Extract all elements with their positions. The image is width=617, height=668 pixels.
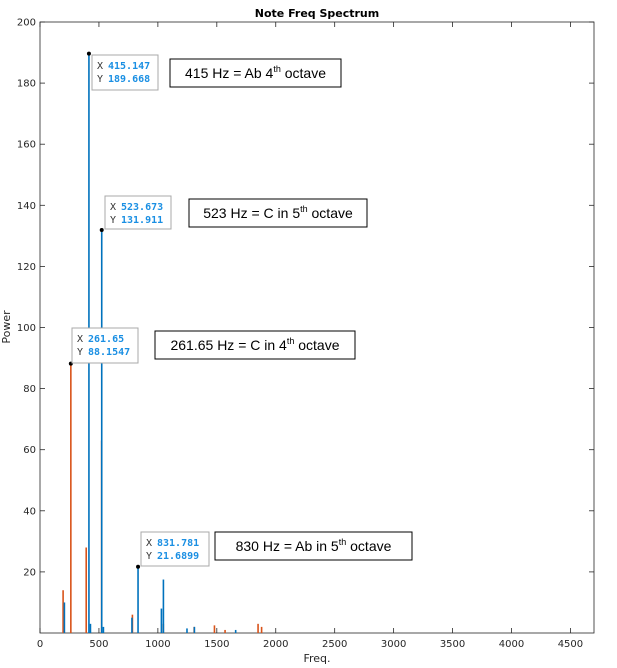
- annotation-main: 261.65 Hz = C in 4: [170, 337, 287, 353]
- annotation-suffix: octave: [281, 65, 326, 81]
- datatip-y-value: 21.6899: [157, 551, 199, 562]
- annotation-box: [154, 330, 356, 360]
- x-tick-label: 4000: [499, 639, 524, 650]
- annotation-main: 523 Hz = C in 5: [203, 205, 300, 221]
- datatip-marker: [99, 228, 104, 233]
- datatip-y-value: 189.668: [108, 74, 150, 85]
- annotation-superscript: th: [339, 537, 347, 547]
- annotation-suffix: octave: [346, 538, 391, 554]
- x-tick-label: 2000: [263, 639, 288, 650]
- x-tick-label: 3500: [440, 639, 465, 650]
- y-tick-label: 180: [17, 79, 36, 90]
- x-tick-label: 1500: [204, 639, 229, 650]
- annotation-superscript: th: [273, 64, 281, 74]
- x-tick-label: 500: [89, 639, 108, 650]
- annotation-superscript: th: [300, 204, 308, 214]
- x-tick-label: 3000: [381, 639, 406, 650]
- datatip-marker: [136, 564, 141, 569]
- y-tick-label: 40: [23, 506, 36, 517]
- y-tick-label: 200: [17, 18, 36, 29]
- datatip-y-value: 88.1547: [88, 347, 130, 358]
- datatip[interactable]: X 831.781 Y 21.6899: [136, 531, 210, 569]
- annotation-main: 415 Hz = Ab 4: [185, 65, 274, 81]
- datatip-x-value: 523.673: [121, 202, 163, 213]
- note-annotation: 523 Hz = C in 5th octave: [188, 198, 368, 228]
- datatip-x-value: 415.147: [108, 61, 150, 72]
- x-tick-label: 0: [37, 639, 43, 650]
- axis-layer: 0 500 1000 1500 2000 2500 3000 3500 4000 4500 20 40…: [17, 18, 594, 650]
- datatip-x-label: X: [110, 202, 116, 213]
- note-annotation: 415 Hz = Ab 4th octave: [169, 58, 342, 88]
- y-tick-label: 160: [17, 140, 36, 151]
- note-annotation: 261.65 Hz = C in 4th octave: [154, 330, 356, 360]
- y-tick-label: 20: [23, 567, 36, 578]
- datatip-box: [71, 327, 139, 364]
- annotation-box: [169, 58, 342, 88]
- datatip-box: [104, 195, 172, 230]
- annotation-main: 830 Hz = Ab in 5: [236, 538, 339, 554]
- datatip-box: [140, 531, 210, 567]
- x-tick-label: 2500: [322, 639, 347, 650]
- y-tick-label: 100: [17, 323, 36, 334]
- y-tick-label: 80: [23, 384, 36, 395]
- chart-title: Note Freq Spectrum: [255, 7, 379, 20]
- annotation-text: 523 Hz = C in 5th octave: [203, 204, 353, 221]
- annotation-box: [188, 198, 368, 228]
- datatip-y-label: Y: [97, 74, 103, 85]
- x-tick-label: 4500: [558, 639, 583, 650]
- y-tick-label: 60: [23, 445, 36, 456]
- y-axis-title: Power: [0, 310, 13, 344]
- datatip[interactable]: X 523.673 Y 131.911: [99, 195, 172, 233]
- datatip-layer: X 415.147 Y 189.668 X 523.673 Y 131.911 X 261.65 Y…: [68, 51, 210, 569]
- x-tick-label: 1000: [145, 639, 170, 650]
- datatip-x-label: X: [146, 538, 152, 549]
- y-tick-label: 120: [17, 262, 36, 273]
- datatip-y-label: Y: [77, 347, 83, 358]
- datatip-x-value: 261.65: [88, 334, 124, 345]
- datatip-x-label: X: [77, 334, 83, 345]
- datatip-y-label: Y: [146, 551, 152, 562]
- annotation-text: 261.65 Hz = C in 4th octave: [170, 336, 339, 353]
- annotation-box: [214, 531, 413, 561]
- datatip-x-label: X: [97, 61, 103, 72]
- datatip-y-label: Y: [110, 215, 116, 226]
- annotation-suffix: octave: [308, 205, 353, 221]
- annotation-suffix: octave: [294, 337, 339, 353]
- series-layer: [62, 53, 263, 633]
- annotation-text: 830 Hz = Ab in 5th octave: [236, 537, 392, 554]
- datatip-y-value: 131.911: [121, 215, 163, 226]
- datatip-marker: [86, 51, 91, 56]
- y-tick-label: 140: [17, 201, 36, 212]
- datatip-box: [91, 54, 159, 91]
- datatip[interactable]: X 415.147 Y 189.668: [86, 51, 159, 91]
- x-axis-title: Freq.: [303, 652, 330, 665]
- annotation-text: 415 Hz = Ab 4th octave: [185, 64, 326, 81]
- datatip-x-value: 831.781: [157, 538, 199, 549]
- note-annotation: 830 Hz = Ab in 5th octave: [214, 531, 413, 561]
- annotation-superscript: th: [287, 336, 295, 346]
- datatip[interactable]: X 261.65 Y 88.1547: [68, 327, 139, 366]
